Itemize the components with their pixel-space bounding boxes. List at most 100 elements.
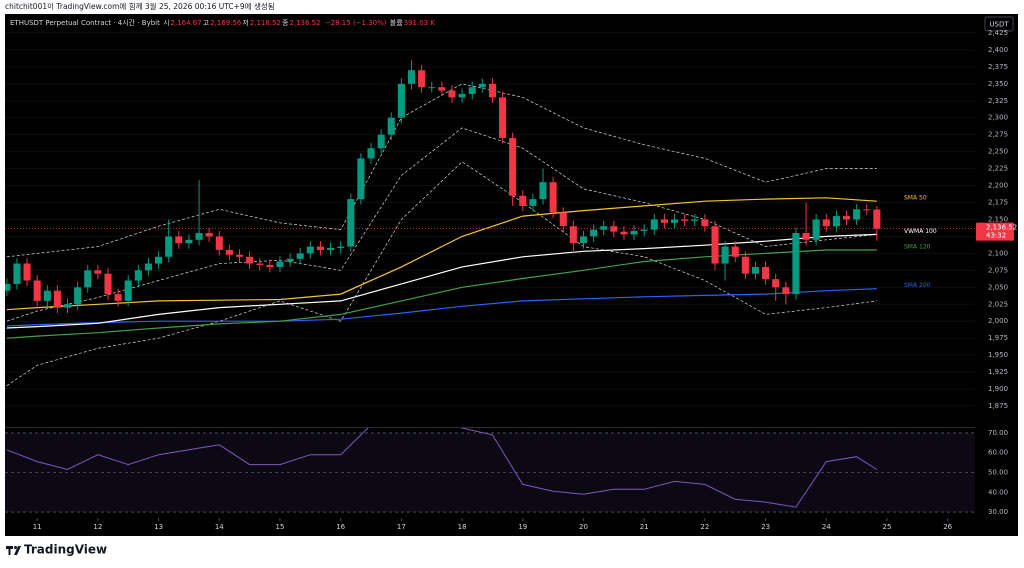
candle-body <box>225 249 233 255</box>
y-tick-label: 2,075 <box>988 266 1008 274</box>
last-price-box <box>976 222 1014 241</box>
countdown: 43:32 <box>986 232 1006 240</box>
ohlc: 시2,164.67고2,169.56저2,118.52종2,136.52 <box>163 19 322 27</box>
candle-body <box>650 219 658 230</box>
overlay-label: SMA 50 <box>904 195 927 202</box>
y-tick-label: 2,300 <box>988 114 1008 122</box>
candle-body <box>610 226 618 232</box>
candle-body <box>84 270 92 288</box>
overlay-label: SMA 200 <box>904 282 931 289</box>
y-tick-label: 2,400 <box>988 46 1008 54</box>
candle-body <box>721 246 729 264</box>
candle-body <box>43 290 51 301</box>
candle-body <box>53 290 61 308</box>
candle-body <box>175 236 183 244</box>
y-tick-label: 1,950 <box>988 351 1008 359</box>
candle-body <box>499 97 507 139</box>
overlay-label: SMA 120 <box>904 243 931 250</box>
y-tick-label: 2,025 <box>988 300 1008 308</box>
attribution: chitchit001이 TradingView.com에 힘께 3월 25, … <box>5 1 275 11</box>
x-tick-label: 18 <box>458 523 467 531</box>
candle-body <box>691 219 699 221</box>
ohlc-value: 2,169.56 <box>210 19 242 27</box>
x-tick-label: 12 <box>93 523 102 531</box>
candle-body <box>640 229 648 231</box>
candle-body <box>185 239 193 244</box>
y-tick-label: 60.00 <box>988 449 1008 457</box>
candle-body <box>5 283 11 291</box>
moving-average <box>6 288 877 327</box>
candle-body <box>316 246 325 250</box>
candle-body <box>367 148 375 159</box>
candle-body <box>438 87 446 91</box>
candle-body <box>357 158 365 200</box>
candle-body <box>802 233 810 240</box>
x-tick-label: 17 <box>397 523 406 531</box>
candle-body <box>478 83 486 88</box>
candle-body <box>397 83 405 118</box>
candle-body <box>286 258 294 262</box>
ohlc-label: 고 <box>202 19 210 27</box>
rsi-line <box>6 428 878 508</box>
candle-body <box>33 280 41 301</box>
candle-body <box>418 70 426 88</box>
candle-body <box>246 256 254 264</box>
candle-body <box>266 264 274 267</box>
candle-body <box>681 219 689 221</box>
x-tick-label: 16 <box>336 523 345 531</box>
ohlc-value: 2,164.67 <box>170 19 202 27</box>
x-tick-label: 22 <box>700 523 709 531</box>
x-tick-label: 26 <box>943 523 952 531</box>
ohlc-value: 2,136.52 <box>289 19 321 27</box>
y-tick-label: 2,200 <box>988 182 1008 190</box>
y-tick-label: 40.00 <box>988 488 1008 496</box>
candle-body <box>579 236 588 244</box>
candle-body <box>13 263 21 284</box>
symbol: ETHUSDT Perpetual Contract · 4시간 · Bybit <box>10 19 160 27</box>
candle-body <box>195 233 203 240</box>
candle-body <box>772 279 780 288</box>
candle-body <box>306 246 314 254</box>
candle-body <box>94 270 102 274</box>
y-tick-label: 2,275 <box>988 131 1008 139</box>
candle-body <box>155 256 163 264</box>
candle-body <box>377 134 385 149</box>
candle-body <box>458 93 466 98</box>
candle-body <box>620 231 628 235</box>
candle-body <box>762 266 770 280</box>
candle-body <box>559 212 567 227</box>
candle-body <box>509 138 517 196</box>
candle-body <box>873 209 881 229</box>
ohlc-label: 종 <box>281 19 289 27</box>
brand-logo <box>6 546 21 555</box>
candle-body <box>165 236 173 257</box>
candle-body <box>630 230 638 235</box>
y-tick-label: 2,150 <box>988 215 1008 223</box>
y-tick-label: 1,975 <box>988 334 1008 342</box>
currency: USDT <box>989 21 1009 29</box>
candle-body <box>670 219 679 223</box>
candle-body <box>74 287 82 305</box>
candle-body <box>23 263 31 281</box>
x-tick-label: 23 <box>761 523 770 531</box>
y-tick-label: 1,925 <box>988 368 1008 376</box>
candle-body <box>104 273 112 295</box>
y-tick-label: 2,250 <box>988 148 1008 156</box>
candle-body <box>337 246 345 248</box>
x-tick-label: 25 <box>883 523 892 531</box>
candle-body <box>134 270 142 281</box>
candle-body <box>731 246 739 257</box>
last-price-label: 2,136.52 <box>986 224 1017 232</box>
candle-body <box>590 229 598 237</box>
candle-body <box>529 199 537 206</box>
candle-body <box>701 219 709 227</box>
candle-body <box>519 195 527 206</box>
candle-body <box>235 254 244 257</box>
x-tick-label: 13 <box>154 523 163 531</box>
change: −28.15 (−1.30%) <box>324 19 387 27</box>
candle-body <box>347 199 355 247</box>
y-tick-label: 1,875 <box>988 402 1008 410</box>
brand: TradingView <box>24 543 107 557</box>
